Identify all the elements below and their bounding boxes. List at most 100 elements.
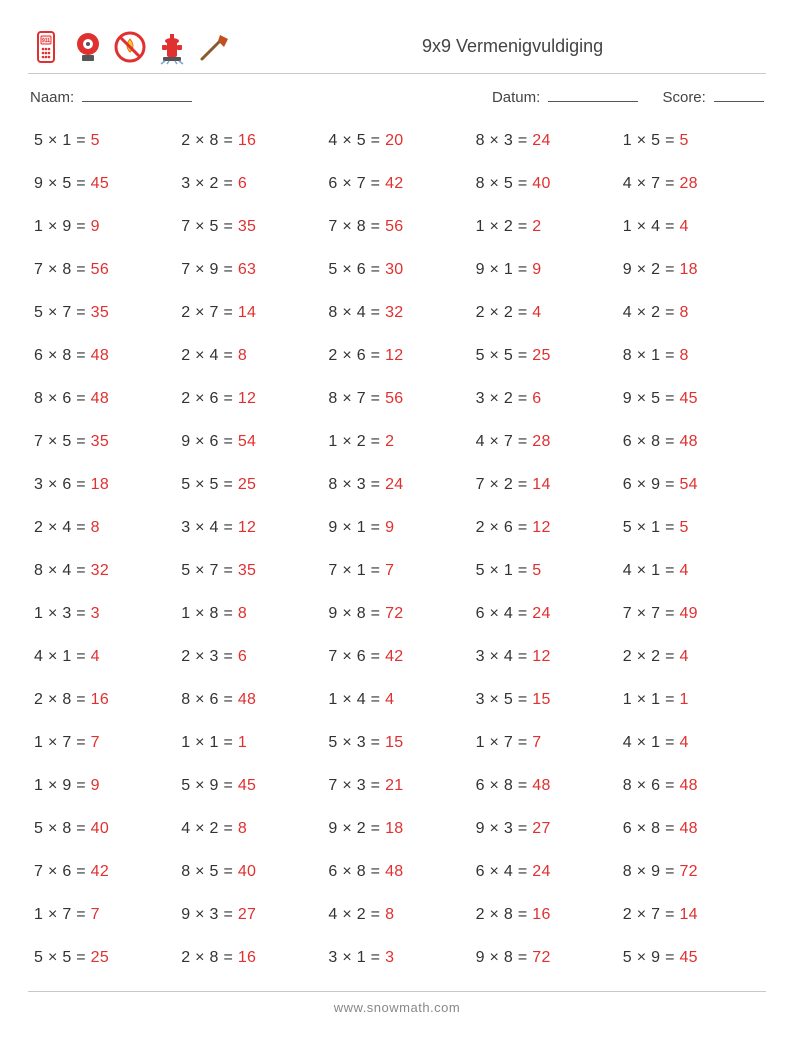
answer: 48 (91, 390, 109, 407)
answer: 45 (238, 777, 256, 794)
phone-911-icon: 911 (28, 29, 64, 65)
expression: 8 × 7 = (328, 390, 385, 407)
answer: 40 (91, 820, 109, 837)
problem-cell: 4 × 2 = 8 (328, 906, 465, 924)
expression: 1 × 5 = (623, 132, 680, 149)
problem-cell: 3 × 4 = 12 (181, 519, 318, 537)
problem-cell: 9 × 3 = 27 (181, 906, 318, 924)
answer: 4 (679, 218, 688, 235)
problem-cell: 2 × 4 = 8 (34, 519, 171, 537)
answer: 15 (385, 734, 403, 751)
problem-cell: 6 × 8 = 48 (476, 777, 613, 795)
problem-cell: 3 × 5 = 15 (476, 691, 613, 709)
answer: 48 (679, 777, 697, 794)
expression: 5 × 5 = (34, 949, 91, 966)
answer: 48 (679, 820, 697, 837)
expression: 5 × 9 = (181, 777, 238, 794)
problem-cell: 7 × 7 = 49 (623, 605, 760, 623)
answer: 16 (91, 691, 109, 708)
problem-cell: 3 × 1 = 3 (328, 949, 465, 967)
problem-cell: 2 × 8 = 16 (476, 906, 613, 924)
expression: 4 × 5 = (328, 132, 385, 149)
expression: 7 × 7 = (623, 605, 680, 622)
answer: 21 (385, 777, 403, 794)
problem-cell: 2 × 2 = 4 (623, 648, 760, 666)
problem-cell: 2 × 7 = 14 (623, 906, 760, 924)
answer: 54 (679, 476, 697, 493)
answer: 2 (385, 433, 394, 450)
answer: 1 (679, 691, 688, 708)
expression: 5 × 1 = (623, 519, 680, 536)
problem-cell: 9 × 1 = 9 (476, 261, 613, 279)
expression: 7 × 8 = (34, 261, 91, 278)
expression: 5 × 5 = (476, 347, 533, 364)
expression: 2 × 6 = (181, 390, 238, 407)
expression: 1 × 9 = (34, 218, 91, 235)
problem-cell: 4 × 1 = 4 (623, 562, 760, 580)
answer: 12 (532, 648, 550, 665)
answer: 12 (532, 519, 550, 536)
problem-cell: 9 × 2 = 18 (328, 820, 465, 838)
problem-cell: 4 × 7 = 28 (476, 433, 613, 451)
problem-cell: 4 × 2 = 8 (623, 304, 760, 322)
expression: 9 × 5 = (34, 175, 91, 192)
answer: 42 (385, 648, 403, 665)
expression: 8 × 5 = (476, 175, 533, 192)
expression: 1 × 1 = (623, 691, 680, 708)
answer: 3 (91, 605, 100, 622)
expression: 2 × 8 = (34, 691, 91, 708)
problem-cell: 3 × 2 = 6 (181, 175, 318, 193)
answer: 56 (91, 261, 109, 278)
answer: 48 (385, 863, 403, 880)
answer: 24 (385, 476, 403, 493)
problem-cell: 8 × 3 = 24 (476, 132, 613, 150)
expression: 9 × 5 = (623, 390, 680, 407)
answer: 7 (385, 562, 394, 579)
answer: 49 (679, 605, 697, 622)
problem-cell: 5 × 6 = 30 (328, 261, 465, 279)
problem-cell: 7 × 1 = 7 (328, 562, 465, 580)
expression: 8 × 1 = (623, 347, 680, 364)
expression: 4 × 1 = (623, 734, 680, 751)
problem-cell: 6 × 8 = 48 (34, 347, 171, 365)
expression: 4 × 2 = (181, 820, 238, 837)
expression: 2 × 6 = (328, 347, 385, 364)
answer: 5 (679, 132, 688, 149)
fire-hydrant-icon (154, 29, 190, 65)
problem-cell: 7 × 3 = 21 (328, 777, 465, 795)
problem-cell: 1 × 1 = 1 (181, 734, 318, 752)
problem-cell: 5 × 1 = 5 (476, 562, 613, 580)
expression: 9 × 3 = (476, 820, 533, 837)
expression: 1 × 4 = (623, 218, 680, 235)
expression: 5 × 5 = (181, 476, 238, 493)
alarm-bell-icon (70, 29, 106, 65)
problem-cell: 5 × 5 = 25 (34, 949, 171, 967)
answer: 14 (238, 304, 256, 321)
expression: 5 × 9 = (623, 949, 680, 966)
answer: 56 (385, 218, 403, 235)
problem-cell: 7 × 6 = 42 (328, 648, 465, 666)
problem-cell: 8 × 7 = 56 (328, 390, 465, 408)
problem-cell: 6 × 4 = 24 (476, 863, 613, 881)
answer: 8 (238, 605, 247, 622)
problem-cell: 2 × 4 = 8 (181, 347, 318, 365)
expression: 7 × 3 = (328, 777, 385, 794)
expression: 4 × 1 = (623, 562, 680, 579)
expression: 7 × 1 = (328, 562, 385, 579)
answer: 18 (385, 820, 403, 837)
problem-cell: 2 × 8 = 16 (181, 949, 318, 967)
no-fire-icon (112, 29, 148, 65)
answer: 48 (532, 777, 550, 794)
answer: 48 (679, 433, 697, 450)
problem-cell: 5 × 8 = 40 (34, 820, 171, 838)
answer: 40 (238, 863, 256, 880)
problem-cell: 6 × 9 = 54 (623, 476, 760, 494)
problem-cell: 2 × 3 = 6 (181, 648, 318, 666)
problem-cell: 1 × 8 = 8 (181, 605, 318, 623)
expression: 4 × 2 = (623, 304, 680, 321)
problem-cell: 1 × 1 = 1 (623, 691, 760, 709)
answer: 12 (238, 390, 256, 407)
answer: 8 (91, 519, 100, 536)
answer: 4 (385, 691, 394, 708)
answer: 25 (91, 949, 109, 966)
